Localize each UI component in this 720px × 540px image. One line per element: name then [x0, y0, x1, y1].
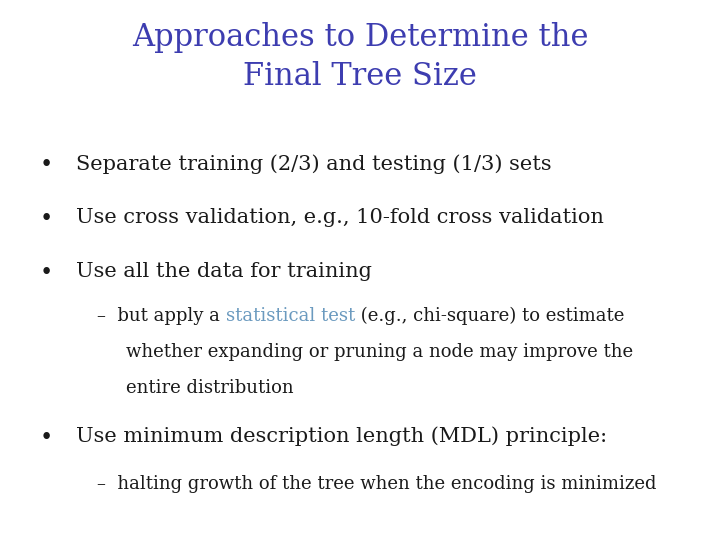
- Text: –  but apply a: – but apply a: [97, 307, 226, 325]
- Text: •: •: [40, 427, 53, 449]
- Text: Separate training (2/3) and testing (1/3) sets: Separate training (2/3) and testing (1/3…: [76, 154, 552, 173]
- Text: Use minimum description length (MDL) principle:: Use minimum description length (MDL) pri…: [76, 427, 607, 446]
- Text: –  halting growth of the tree when the encoding is minimized: – halting growth of the tree when the en…: [97, 475, 657, 493]
- Text: •: •: [40, 154, 53, 176]
- Text: Use cross validation, e.g., 10-fold cross validation: Use cross validation, e.g., 10-fold cros…: [76, 208, 603, 227]
- Text: •: •: [40, 262, 53, 284]
- Text: statistical test: statistical test: [226, 307, 355, 325]
- Text: •: •: [40, 208, 53, 230]
- Text: Approaches to Determine the
Final Tree Size: Approaches to Determine the Final Tree S…: [132, 22, 588, 92]
- Text: Use all the data for training: Use all the data for training: [76, 262, 372, 281]
- Text: (e.g., chi-square) to estimate: (e.g., chi-square) to estimate: [355, 307, 624, 325]
- Text: entire distribution: entire distribution: [126, 379, 294, 397]
- Text: whether expanding or pruning a node may improve the: whether expanding or pruning a node may …: [126, 343, 633, 361]
